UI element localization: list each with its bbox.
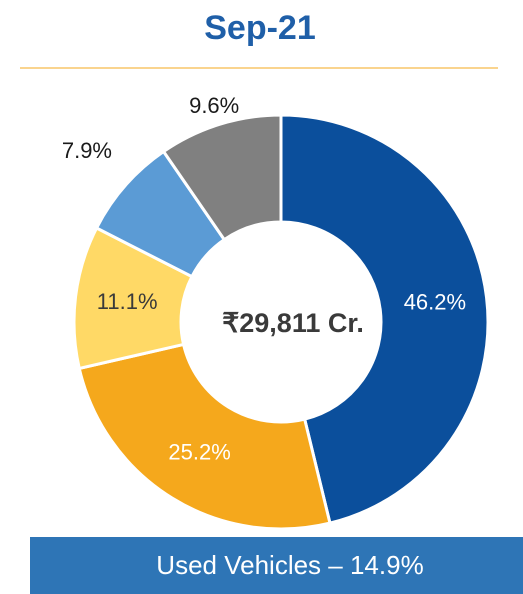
value-label: 46.2% bbox=[404, 289, 466, 314]
slice bbox=[279, 113, 490, 525]
value-label: 11.1% bbox=[97, 289, 158, 314]
donut bbox=[72, 113, 490, 531]
value-label: 25.2% bbox=[168, 440, 230, 465]
center-label: ₹29,811 Cr. bbox=[222, 308, 364, 338]
footer-banner bbox=[30, 537, 523, 594]
slice bbox=[161, 113, 283, 242]
value-label: 9.6% bbox=[189, 93, 239, 118]
footer-label: Used Vehicles – 14.9% bbox=[156, 550, 423, 580]
slice bbox=[77, 342, 332, 531]
chart-title: Sep-21 bbox=[204, 9, 316, 47]
value-label: 7.9% bbox=[62, 138, 112, 163]
